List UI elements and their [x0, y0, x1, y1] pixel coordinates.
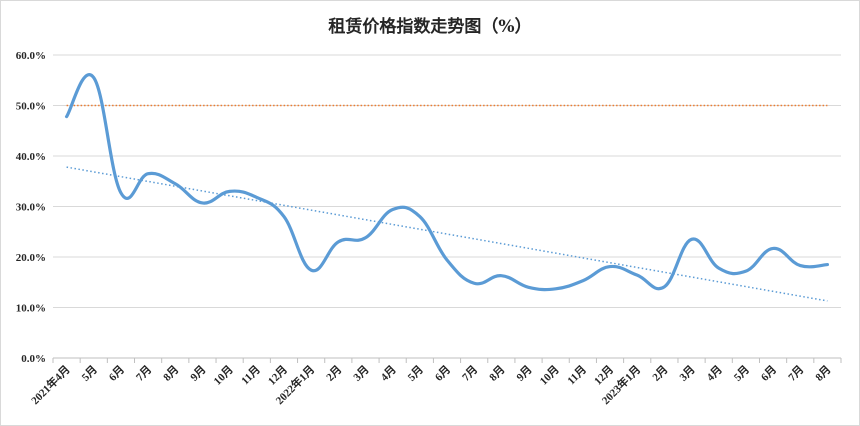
x-tick-label: 6月 [106, 363, 127, 384]
x-tick-label: 11月 [239, 363, 263, 387]
x-tick-label: 6月 [432, 363, 453, 384]
x-tick-label: 3月 [677, 363, 698, 384]
y-tick-label: 50.0% [16, 101, 46, 113]
x-tick-label: 4月 [378, 363, 399, 384]
x-tick-label: 2月 [324, 363, 345, 384]
x-tick-label: 9月 [514, 363, 535, 384]
x-tick-label: 9月 [188, 363, 209, 384]
x-tick-label: 7月 [133, 363, 154, 384]
y-tick-label: 10.0% [16, 303, 46, 315]
x-tick-label: 3月 [351, 363, 372, 384]
series-line [64, 73, 830, 292]
x-tick-label: 8月 [813, 363, 834, 384]
chart-title: 租赁价格指数走势图（%） [328, 17, 532, 37]
x-tick-label: 8月 [161, 363, 182, 384]
x-tick-label: 7月 [459, 363, 480, 384]
x-tick-label: 7月 [786, 363, 807, 384]
x-tick-label: 5月 [405, 363, 426, 384]
x-tick-label: 5月 [731, 363, 752, 384]
x-tick-label: 2021年4月 [28, 362, 73, 407]
x-tick-label: 8月 [487, 363, 508, 384]
gridlines [52, 54, 842, 363]
x-tick-label: 5月 [79, 363, 100, 384]
x-tick-label: 11月 [565, 363, 589, 387]
x-tick-label: 10月 [537, 363, 562, 388]
y-tick-label: 60.0% [16, 50, 46, 62]
y-tick-label: 30.0% [16, 202, 46, 214]
x-tick-label: 2月 [650, 363, 671, 384]
plot-area [64, 73, 830, 302]
y-axis-tick-labels: 0.0% 10.0% 20.0% 30.0% 40.0% 50.0% 60.0% [16, 50, 46, 365]
x-tick-label: 6月 [758, 363, 779, 384]
y-tick-label: 40.0% [16, 151, 46, 163]
y-tick-label: 0.0% [21, 353, 46, 365]
x-tick-label: 12月 [265, 363, 290, 388]
y-tick-label: 20.0% [16, 252, 46, 264]
x-tick-label: 10月 [211, 363, 236, 388]
x-tick-label: 12月 [591, 363, 616, 388]
x-tick-label: 4月 [704, 363, 725, 384]
trendline [66, 166, 828, 302]
